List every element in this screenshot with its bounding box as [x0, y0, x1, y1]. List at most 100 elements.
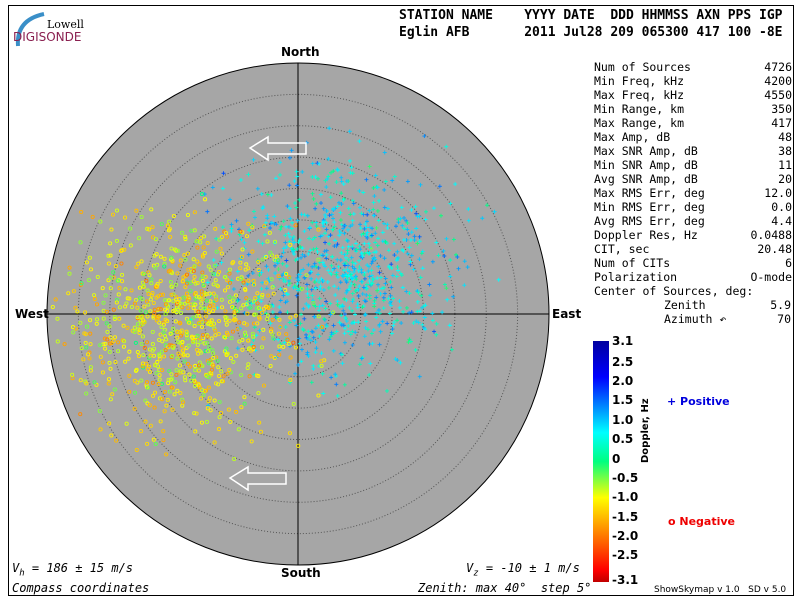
source-point — [389, 331, 394, 336]
source-point — [175, 271, 180, 276]
stat-label: Max Amp, dB — [594, 130, 671, 144]
source-point — [368, 361, 373, 366]
source-point — [370, 259, 375, 264]
source-point — [246, 338, 251, 343]
source-point — [391, 323, 396, 328]
source-point — [288, 315, 293, 320]
source-point — [203, 197, 208, 202]
source-point — [229, 229, 234, 234]
source-point — [365, 212, 370, 217]
source-point — [306, 295, 311, 300]
source-point — [364, 219, 369, 224]
source-point — [296, 272, 301, 277]
source-point — [103, 346, 108, 351]
source-point — [299, 312, 304, 317]
source-point — [206, 264, 211, 269]
source-point — [223, 335, 228, 340]
source-point — [107, 421, 112, 426]
source-point — [348, 332, 353, 337]
source-point — [178, 369, 183, 374]
source-point — [323, 240, 328, 245]
source-point — [264, 264, 269, 269]
source-point — [107, 324, 112, 329]
label-south: South — [281, 566, 321, 580]
source-point — [416, 290, 421, 295]
source-point — [343, 261, 348, 266]
source-point — [329, 212, 334, 217]
source-point — [381, 295, 386, 300]
source-point — [112, 314, 117, 320]
source-point — [333, 372, 338, 377]
source-point — [326, 268, 331, 273]
source-point — [116, 292, 121, 297]
source-point — [220, 225, 225, 230]
source-point — [236, 276, 241, 281]
source-point — [219, 251, 224, 256]
source-point — [187, 372, 192, 377]
source-point — [393, 357, 398, 362]
source-point — [306, 354, 311, 359]
source-point — [377, 342, 382, 347]
source-point — [129, 304, 134, 310]
source-point — [291, 340, 296, 345]
coords-note: Compass coordinates — [12, 581, 150, 595]
source-point — [369, 261, 374, 266]
source-point — [196, 351, 201, 356]
source-point — [150, 291, 155, 296]
source-point — [98, 427, 103, 432]
source-point — [164, 337, 169, 342]
source-point — [169, 292, 174, 297]
source-point — [168, 331, 173, 336]
source-point — [153, 265, 158, 270]
source-point — [409, 310, 414, 315]
source-point — [319, 201, 324, 206]
source-point — [198, 305, 203, 311]
source-point — [62, 342, 67, 347]
source-point — [148, 297, 153, 302]
source-point — [417, 234, 422, 239]
source-point — [321, 220, 326, 225]
source-point — [137, 236, 142, 241]
source-point — [268, 250, 273, 255]
source-point — [430, 318, 435, 323]
source-point — [339, 202, 344, 207]
source-point — [178, 340, 183, 346]
source-point — [216, 427, 222, 432]
source-point — [408, 237, 413, 242]
source-point — [373, 231, 378, 236]
stat-label: Avg RMS Err, deg — [594, 214, 705, 228]
source-point — [283, 300, 288, 305]
colorbar-tick: -0.5 — [612, 471, 639, 485]
source-point — [412, 238, 417, 243]
source-point — [375, 288, 380, 293]
source-point — [305, 282, 310, 287]
source-point — [305, 291, 310, 296]
source-point — [205, 280, 210, 285]
source-point — [133, 368, 138, 373]
source-point — [257, 305, 262, 310]
source-point — [256, 391, 261, 396]
stat-row: Avg RMS Err, deg 4.4 — [594, 214, 792, 228]
source-point — [362, 276, 367, 281]
source-point — [407, 310, 412, 315]
source-point — [316, 272, 321, 277]
source-point — [202, 234, 207, 239]
source-point — [246, 172, 251, 177]
source-point — [388, 293, 393, 298]
source-point — [266, 267, 271, 272]
source-point — [225, 278, 230, 283]
colorbar-tick: 2.0 — [612, 374, 634, 388]
source-point — [408, 259, 413, 264]
source-point — [120, 272, 125, 277]
source-point — [176, 351, 181, 356]
source-point — [132, 378, 137, 383]
source-point — [312, 314, 317, 319]
source-point — [261, 327, 266, 332]
source-point — [71, 289, 76, 294]
source-point — [141, 353, 146, 358]
source-point — [374, 315, 379, 320]
source-point — [167, 219, 172, 224]
source-point — [321, 287, 326, 292]
source-point — [244, 234, 250, 239]
source-point — [308, 338, 313, 343]
